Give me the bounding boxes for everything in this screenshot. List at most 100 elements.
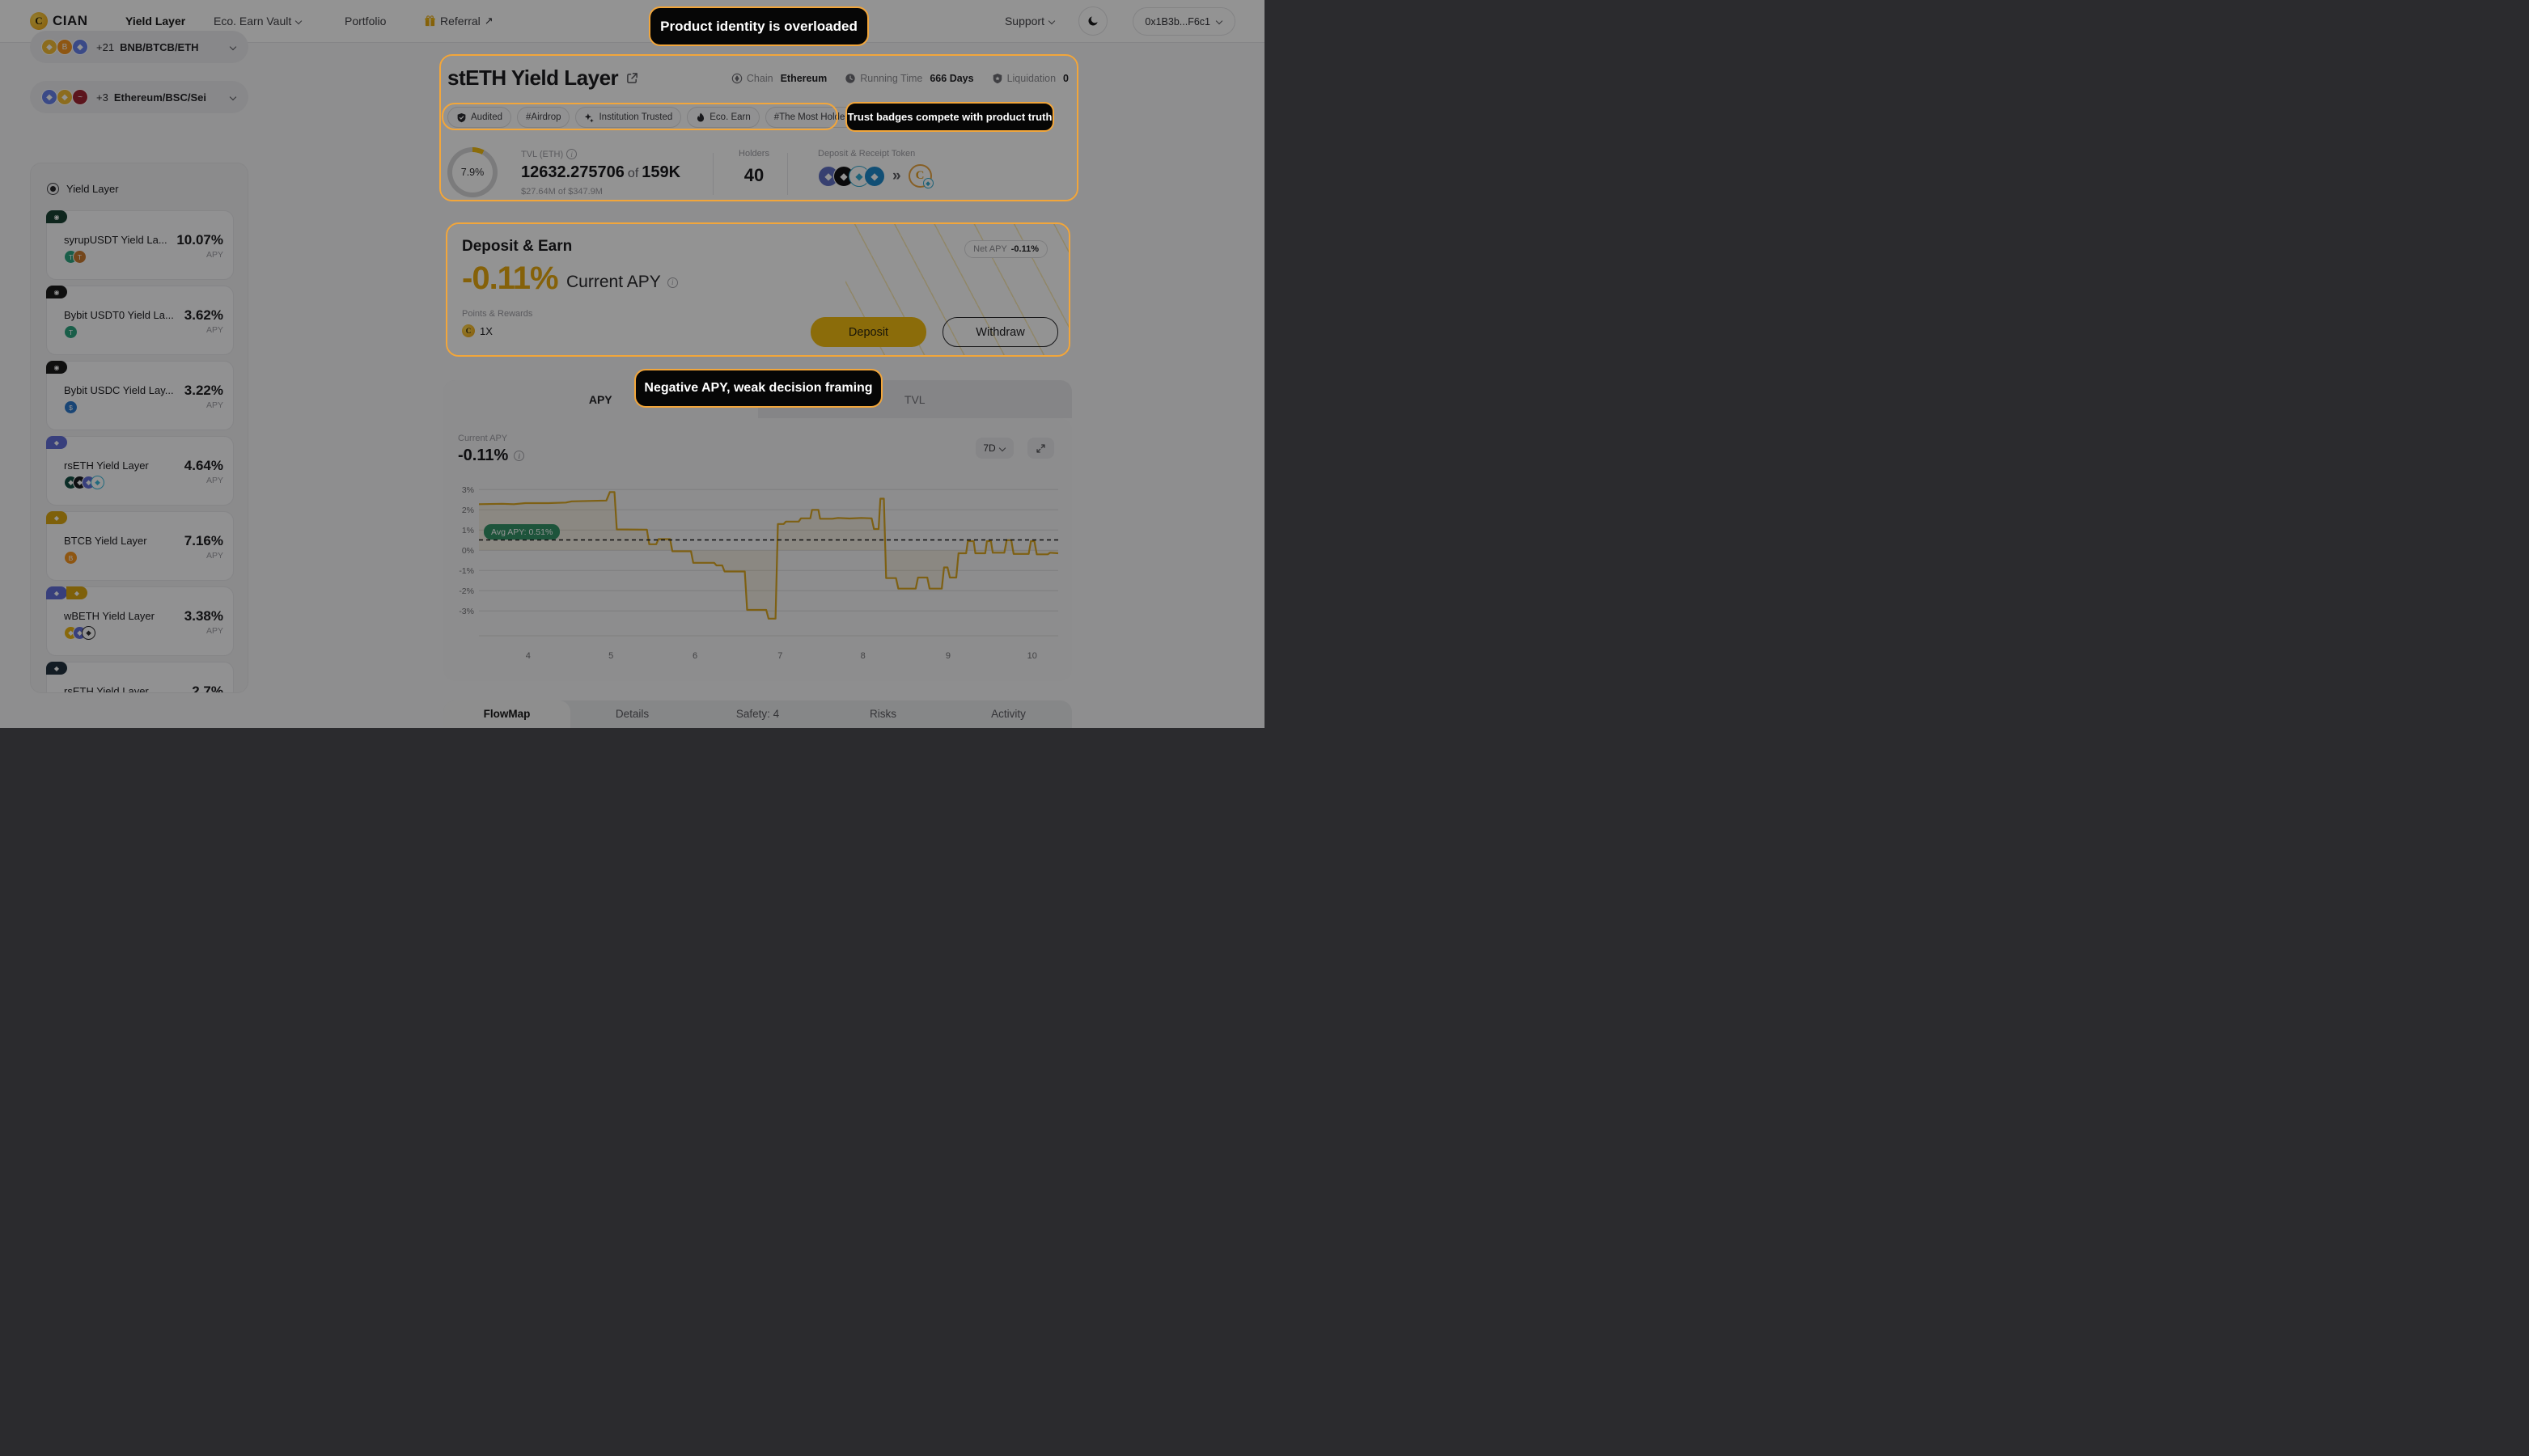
vault-meta: Chain Ethereum Running Time 666 Days Liqui… — [731, 73, 1069, 84]
svg-text:8: 8 — [861, 651, 866, 661]
cian-points-icon: C — [462, 324, 475, 337]
vault-card-rseth[interactable]: ◆ rsETH Yield Layer ◆ ◆ ◆ ◆ 4.64% APY — [46, 436, 234, 506]
annotation-box-header — [439, 54, 1078, 201]
eth-icon: ◆ — [72, 39, 88, 55]
svg-text:-1%: -1% — [459, 566, 474, 576]
svg-text:6: 6 — [693, 651, 697, 661]
avg-apy-badge: Avg APY: 0.51% — [484, 524, 561, 540]
token-icons: $ — [64, 400, 78, 414]
token-icons: T T — [64, 250, 87, 264]
section-radio-yield-layer[interactable]: Yield Layer — [47, 183, 119, 195]
nav-eco-earn-vault[interactable]: Eco. Earn Vault — [214, 15, 303, 28]
wallet-address-button[interactable]: 0x1B3b...F6c1 — [1133, 7, 1235, 36]
vault-card-bybit-usdc[interactable]: ◉ Bybit USDC Yield Lay... $ 3.22% APY — [46, 361, 234, 430]
filter-assets[interactable]: ◆ B ◆ +21 BNB/BTCB/ETH — [30, 31, 248, 63]
range-selector[interactable]: 7D — [976, 438, 1014, 459]
deposit-token-icons: ◆ ◆ ◆ ◆ » C ◆ — [818, 164, 934, 188]
protocol-badge-icon: ◉ — [46, 286, 67, 298]
bnb-badge-icon: ◆ — [66, 586, 87, 599]
tab-safety[interactable]: Safety: 4 — [735, 708, 780, 720]
nav-yield-layer[interactable]: Yield Layer — [125, 15, 186, 28]
expand-icon — [1036, 443, 1045, 453]
withdraw-button[interactable]: Withdraw — [943, 317, 1058, 347]
gift-icon — [425, 15, 435, 26]
holders-block: Holders 40 — [739, 149, 769, 185]
vault-card-rseth-2[interactable]: ◆ rsETH Yield Layer 2.7% — [46, 662, 234, 692]
info-icon[interactable]: i — [566, 149, 578, 159]
svg-text:5: 5 — [608, 651, 613, 661]
badge-airdrop[interactable]: #Airdrop — [517, 107, 570, 128]
double-chevron-icon: » — [892, 167, 901, 184]
arbitrum-badge-icon: ◆ — [46, 662, 67, 675]
divider — [787, 153, 788, 195]
vault-card-btcb[interactable]: ◆ BTCB Yield Layer B 7.16% APY — [46, 511, 234, 581]
svg-text:2%: 2% — [462, 506, 474, 515]
page: C CIAN Yield Layer Eco. Earn Vault Portf… — [0, 0, 1264, 728]
filter-chains[interactable]: ◆ ◆ ~ +3 Ethereum/BSC/Sei — [30, 81, 248, 113]
tab-flowmap[interactable]: FlowMap — [483, 708, 531, 720]
annotation-trust-badges: Trust badges compete with product truth — [845, 102, 1054, 132]
vault-card-wbeth[interactable]: ◆ ◆ wBETH Yield Layer ◆ ◆ ◆ 3.38% APY — [46, 586, 234, 656]
btc-icon: B — [64, 551, 78, 565]
tab-risks[interactable]: Risks — [870, 708, 896, 720]
brand-name: CIAN — [53, 13, 88, 28]
deposit-button[interactable]: Deposit — [811, 317, 926, 347]
flame-icon — [697, 112, 705, 122]
nav-support[interactable]: Support — [1005, 15, 1056, 28]
badge-eco-earn[interactable]: Eco. Earn — [687, 107, 760, 128]
radio-icon — [47, 183, 59, 195]
steth-icon: ◆ — [864, 165, 885, 187]
tab-details[interactable]: Details — [615, 708, 650, 720]
usdt0-icon: T — [73, 250, 87, 264]
vault-card-syrupusdt[interactable]: ◉ syrupUSDT Yield La... T T 10.07% APY — [46, 210, 234, 280]
receipt-token-icon: C ◆ — [908, 164, 934, 188]
svg-text:7: 7 — [777, 651, 782, 661]
chart-card: APY TVL Current APY -0.11% i 7D 3% 2% 1% 0%… — [443, 380, 1072, 681]
eth-badge-icon: ◆ — [46, 586, 67, 599]
annotation-box-badges — [442, 103, 838, 130]
chain-icon — [731, 73, 743, 84]
badge-audited[interactable]: Audited — [447, 107, 512, 128]
shield-star-icon — [993, 74, 1002, 84]
tab-tvl[interactable]: TVL — [904, 392, 926, 406]
svg-text:4: 4 — [526, 651, 531, 661]
current-apy-value: -0.11% — [462, 260, 559, 296]
eth-outline-icon: ◆ — [82, 626, 95, 640]
svg-text:10: 10 — [1027, 651, 1037, 661]
capacity-ring: 7.9% — [447, 147, 498, 197]
receipt-token-block: Deposit & Receipt Token ◆ ◆ ◆ ◆ » C ◆ — [818, 149, 934, 188]
ethereum-icon: ◆ — [41, 89, 57, 105]
vault-list-panel: Yield Layer ◉ syrupUSDT Yield La... T T … — [30, 163, 248, 693]
nav-referral[interactable]: Referral ↗ — [424, 15, 494, 28]
tab-activity[interactable]: Activity — [991, 708, 1026, 720]
badge-institution-trusted[interactable]: Institution Trusted — [575, 107, 682, 128]
deposit-earn-panel: Deposit & Earn -0.11% Current APY i Net … — [447, 223, 1070, 356]
cian-logo[interactable]: C CIAN — [30, 12, 88, 30]
token-icons: B — [64, 551, 78, 565]
expand-chart-button[interactable] — [1027, 438, 1054, 459]
usdt-icon: T — [64, 325, 78, 339]
shield-check-icon — [457, 112, 466, 122]
annotation-negative-apy: Negative APY, weak decision framing — [634, 369, 883, 408]
usdc-icon: $ — [64, 400, 78, 414]
svg-text:-3%: -3% — [459, 607, 474, 616]
svg-text:3%: 3% — [462, 485, 474, 495]
external-link-icon[interactable] — [626, 72, 638, 84]
vault-header-panel: stETH Yield Layer Chain Ethereum Running … — [440, 55, 1078, 201]
svg-text:-2%: -2% — [459, 586, 474, 596]
annotation-product-identity: Product identity is overloaded — [649, 6, 869, 46]
current-apy-label: Current APY i — [566, 273, 678, 292]
deposit-earn-title: Deposit & Earn — [462, 238, 573, 255]
chart-current-apy-value: -0.11% i — [458, 447, 525, 465]
svg-text:1%: 1% — [462, 526, 474, 535]
info-icon[interactable]: i — [514, 451, 525, 461]
divider — [713, 153, 714, 195]
token-icons: ◆ ◆ ◆ ◆ — [64, 476, 104, 489]
clock-icon — [845, 74, 855, 83]
active-tab-bg — [443, 700, 570, 728]
vault-card-bybit-usdt0[interactable]: ◉ Bybit USDT0 Yield La... T 3.62% APY — [46, 286, 234, 355]
theme-toggle-button[interactable] — [1078, 6, 1108, 36]
nav-portfolio[interactable]: Portfolio — [345, 15, 387, 28]
liquidation-meta: Liquidation 0 — [992, 73, 1069, 84]
info-icon[interactable]: i — [667, 277, 678, 288]
